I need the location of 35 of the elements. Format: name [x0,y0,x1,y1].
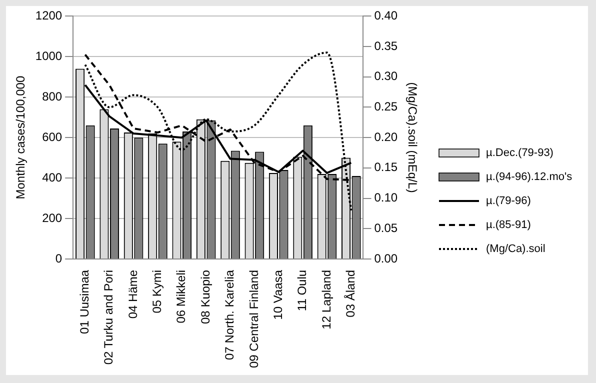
y2-tick-label: 0.15 [374,160,398,174]
x-tick-label: 01 Uusimaa [77,270,92,334]
x-tick-label: 02 Turku and Pori [102,270,116,365]
y2-tick-label: 0.35 [374,38,398,53]
y2-axis-title: (Mg/Ca).soil (mEq/L) [405,82,420,193]
legend-label: µ.(94-96).12.mo's [486,171,572,183]
y2-tick-label: 0.00 [374,251,398,266]
x-tick-label: 06 Mikkeli [174,270,188,324]
y-tick-label: 1000 [35,48,62,63]
legend-label: (Mg/Ca).soil [486,243,546,255]
x-tick-label: 07 North. Karelia [222,270,237,360]
y-axis-title: Monthly cases/100,000 [14,76,28,200]
x-tick-label: 03 Åland [343,270,358,318]
y-tick-label: 400 [42,170,62,184]
x-tick-label: 10 Vaasa [270,270,285,320]
y-tick-label: 600 [42,130,62,144]
legend-label: µ.(85-91) [486,219,531,231]
x-tick-label: 09 Central Finland [246,270,261,368]
x-tick-label: 05 Kymi [150,270,164,314]
legend-label: µ.(79-96) [486,195,531,207]
y2-tick-label: 0.25 [374,100,398,114]
x-tick-label: 04 Häme [126,270,140,319]
x-tick-label: 08 Kuopio [198,270,212,324]
legend-label: µ.Dec.(79-93) [486,147,554,159]
y-tick-label: 200 [42,210,62,225]
y2-tick-label: 0.10 [374,190,398,205]
x-tick-label: 12 Lapland [319,270,334,330]
y2-tick-label: 0.30 [374,69,398,84]
x-tick-label: 11 Oulu [295,270,310,312]
y-tick-label: 0 [55,251,62,266]
y2-tick-label: 0.20 [374,130,398,144]
y-tick-label: 800 [42,89,62,104]
y2-tick-label: 0.40 [374,8,398,23]
y-tick-label: 1200 [35,8,62,23]
y2-tick-label: 0.05 [374,220,398,235]
